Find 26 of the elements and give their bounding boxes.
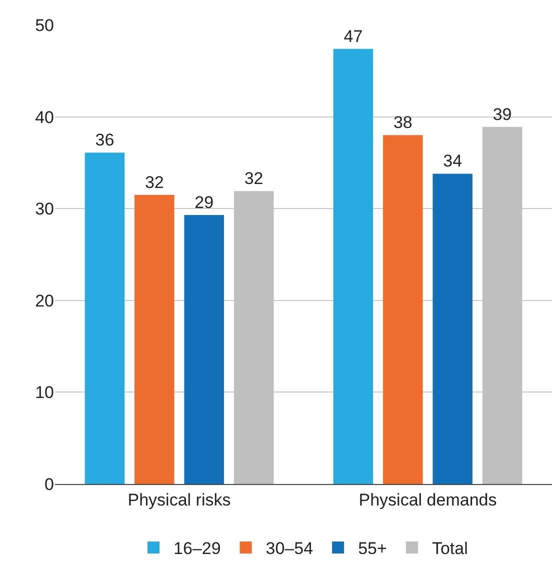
bar [432,174,472,484]
y-tick-label: 50 [35,16,54,35]
bar [333,48,374,484]
y-tick-label: 0 [44,474,54,494]
legend-label: 16–29 [174,539,221,558]
data-label: 29 [194,193,214,212]
data-label: 38 [393,113,412,132]
y-tick-label: 20 [35,291,54,310]
x-tick-label: Physical risks [128,490,231,510]
data-label: 39 [492,104,512,124]
data-label: 34 [443,152,462,171]
data-label: 47 [344,26,363,46]
bar [184,215,224,484]
bar [84,152,125,484]
legend-label: 55+ [358,539,387,558]
bar [134,194,174,484]
x-tick-label: Physical demands [358,490,497,510]
y-tick-label: 40 [35,108,54,127]
legend-label: 30–54 [266,539,314,558]
data-label: 32 [244,169,264,188]
data-label: 32 [144,172,164,192]
bar [383,135,423,484]
data-label: 36 [95,130,114,150]
y-tick-label: 30 [35,200,54,219]
y-tick-label: 10 [35,383,54,402]
legend-label: Total [432,539,468,558]
